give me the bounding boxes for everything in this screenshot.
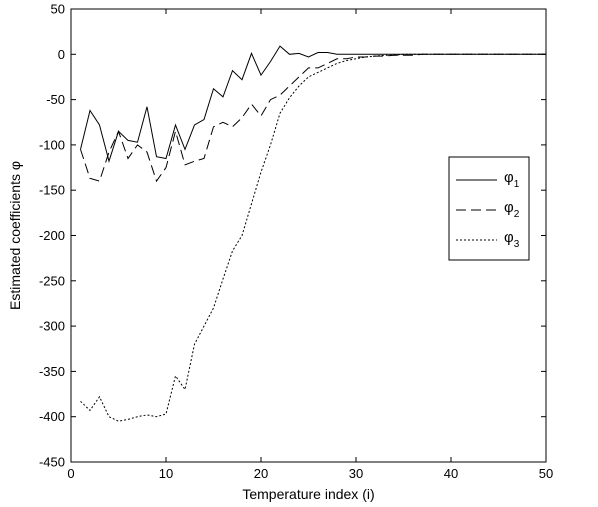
legend-entry-2: φ2	[504, 199, 520, 220]
series-line-3	[80, 53, 546, 422]
y-tick-label: 50	[51, 2, 65, 17]
x-tick-label: 40	[444, 466, 458, 481]
legend-entry-1: φ1	[504, 169, 520, 190]
y-tick-label: -100	[39, 137, 65, 152]
axis-ticks	[70, 8, 547, 463]
y-tick-label: -200	[39, 228, 65, 243]
x-axis-label: Temperature index (i)	[242, 486, 374, 502]
y-tick-label: -350	[39, 364, 65, 379]
y-tick-label: -400	[39, 409, 65, 424]
y-tick-label: -50	[46, 92, 65, 107]
y-axis-label: Estimated coefficients φ	[7, 161, 23, 310]
x-tick-label: 20	[254, 466, 268, 481]
y-tick-label: -250	[39, 273, 65, 288]
series-line-2	[80, 53, 546, 183]
legend-entry-3: φ3	[504, 229, 520, 250]
y-tick-label: 0	[58, 47, 65, 62]
axis-tick-labels: 0 10 20 30 40 50 -450 -400 -350 -300 -250 -200 -150 -…	[39, 2, 553, 482]
y-tick-label: -450	[39, 455, 65, 470]
legend: φ1 φ2 φ3	[448, 156, 530, 261]
legend-box	[448, 156, 530, 261]
y-tick-label: -300	[39, 319, 65, 334]
x-tick-label: 0	[67, 466, 74, 481]
y-tick-label: -150	[39, 183, 65, 198]
x-tick-label: 10	[159, 466, 173, 481]
x-tick-label: 30	[349, 466, 363, 481]
plot-lines	[80, 45, 546, 422]
x-tick-label: 50	[539, 466, 553, 481]
